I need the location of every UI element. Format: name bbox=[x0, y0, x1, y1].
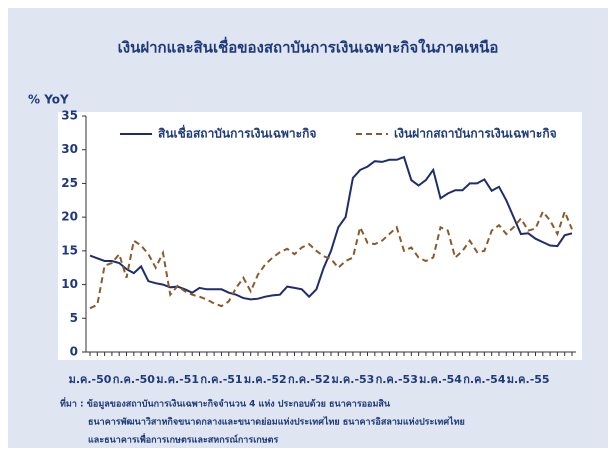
y-tick-label: 10 bbox=[61, 277, 78, 291]
x-tick-label: ม.ค.-53 bbox=[331, 373, 374, 386]
source-note: ธนาคารพัฒนาวิสาหกิจขนาดกลางและขนาดย่อมแห… bbox=[88, 416, 465, 428]
legend-label: เงินฝากสถาบันการเงินเฉพาะกิจ bbox=[394, 127, 557, 141]
y-tick-label: 0 bbox=[70, 345, 78, 359]
line-series bbox=[89, 155, 573, 301]
y-tick-label: 15 bbox=[61, 243, 78, 257]
y-tick-label: 20 bbox=[61, 210, 78, 224]
y-tick-label: 25 bbox=[61, 176, 78, 190]
source-note: และธนาคารเพื่อการเกษตรและสหกรณ์การเกษตร bbox=[88, 433, 278, 446]
x-tick-label: ม.ค.-52 bbox=[244, 373, 287, 386]
y-tick-label: 30 bbox=[61, 142, 78, 156]
x-tick-label: ก.ค.-52 bbox=[288, 373, 330, 386]
line-series bbox=[89, 208, 573, 310]
x-tick-label: ก.ค.-54 bbox=[463, 373, 506, 386]
x-tick-label: ม.ค.-55 bbox=[507, 373, 550, 386]
y-axis-label: % YoY bbox=[28, 93, 69, 107]
chart-title: เงินฝากและสินเชื่อของสถาบันการเงินเฉพาะก… bbox=[118, 37, 499, 57]
plot-area bbox=[58, 112, 582, 360]
x-tick-label: ม.ค.-54 bbox=[419, 373, 462, 386]
y-tick-label: 5 bbox=[70, 311, 78, 325]
x-tick-label: ก.ค.-51 bbox=[200, 373, 242, 386]
legend-label: สินเชื่อสถาบันการเงินเฉพาะกิจ bbox=[158, 125, 316, 141]
x-tick-label: ก.ค.-53 bbox=[376, 373, 418, 386]
x-tick-label: ม.ค.-51 bbox=[156, 373, 199, 386]
x-tick-label: ก.ค.-50 bbox=[113, 373, 156, 386]
y-tick-label: 35 bbox=[61, 109, 78, 123]
source-note: ที่มา : ข้อมูลของสถาบันการเงินเฉพาะกิจจำ… bbox=[60, 397, 391, 410]
x-tick-label: ม.ค.-50 bbox=[69, 373, 112, 386]
